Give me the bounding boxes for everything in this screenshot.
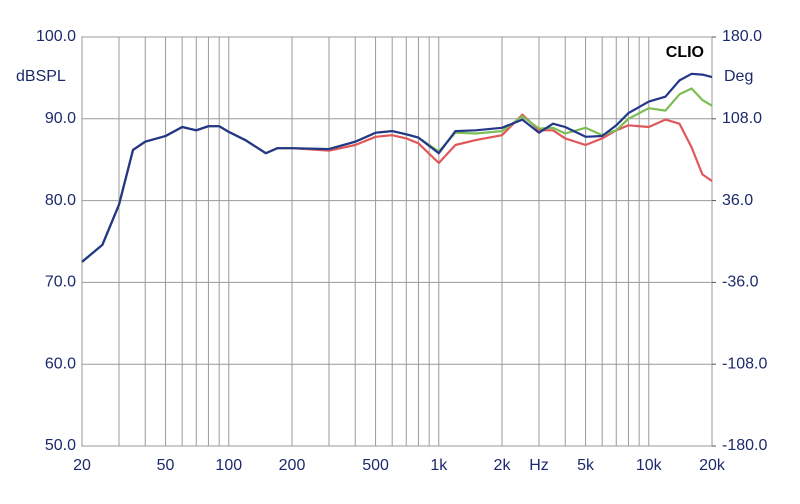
- series-line: [81, 72, 713, 263]
- y2-tick-label: 108.0: [722, 110, 762, 127]
- x-tick-label: 20: [73, 457, 91, 474]
- brand-label: CLIO: [666, 44, 704, 61]
- x-tick-label: 20k: [699, 457, 726, 474]
- y-tick-label: 100.0: [36, 28, 76, 45]
- x-tick-label: 2k: [494, 457, 512, 474]
- y-axis-label: dBSPL: [16, 68, 66, 85]
- x-tick-label: 5k: [577, 457, 595, 474]
- plot-frame: [81, 36, 713, 447]
- y-tick-label: 60.0: [45, 355, 76, 372]
- y2-tick-label: -36.0: [722, 274, 759, 291]
- y-tick-label: 80.0: [45, 192, 76, 209]
- x-tick-label: Hz: [529, 457, 549, 474]
- x-tick-label: 200: [279, 457, 306, 474]
- y2-axis-label: Deg: [724, 68, 753, 85]
- y-tick-label: 50.0: [45, 437, 76, 454]
- y2-tick-label: -108.0: [722, 355, 767, 372]
- brand-bg: [650, 40, 708, 64]
- x-tick-label: 10k: [636, 457, 663, 474]
- x-tick-label: 1k: [430, 457, 448, 474]
- y-tick-label: 90.0: [45, 110, 76, 127]
- y2-tick-label: 180.0: [722, 28, 762, 45]
- x-tick-label: 100: [215, 457, 242, 474]
- x-tick-label: 500: [362, 457, 389, 474]
- y2-tick-label: -180.0: [722, 437, 767, 454]
- y-tick-label: 70.0: [45, 274, 76, 291]
- x-tick-label: 50: [157, 457, 175, 474]
- y2-tick-label: 36.0: [722, 192, 753, 209]
